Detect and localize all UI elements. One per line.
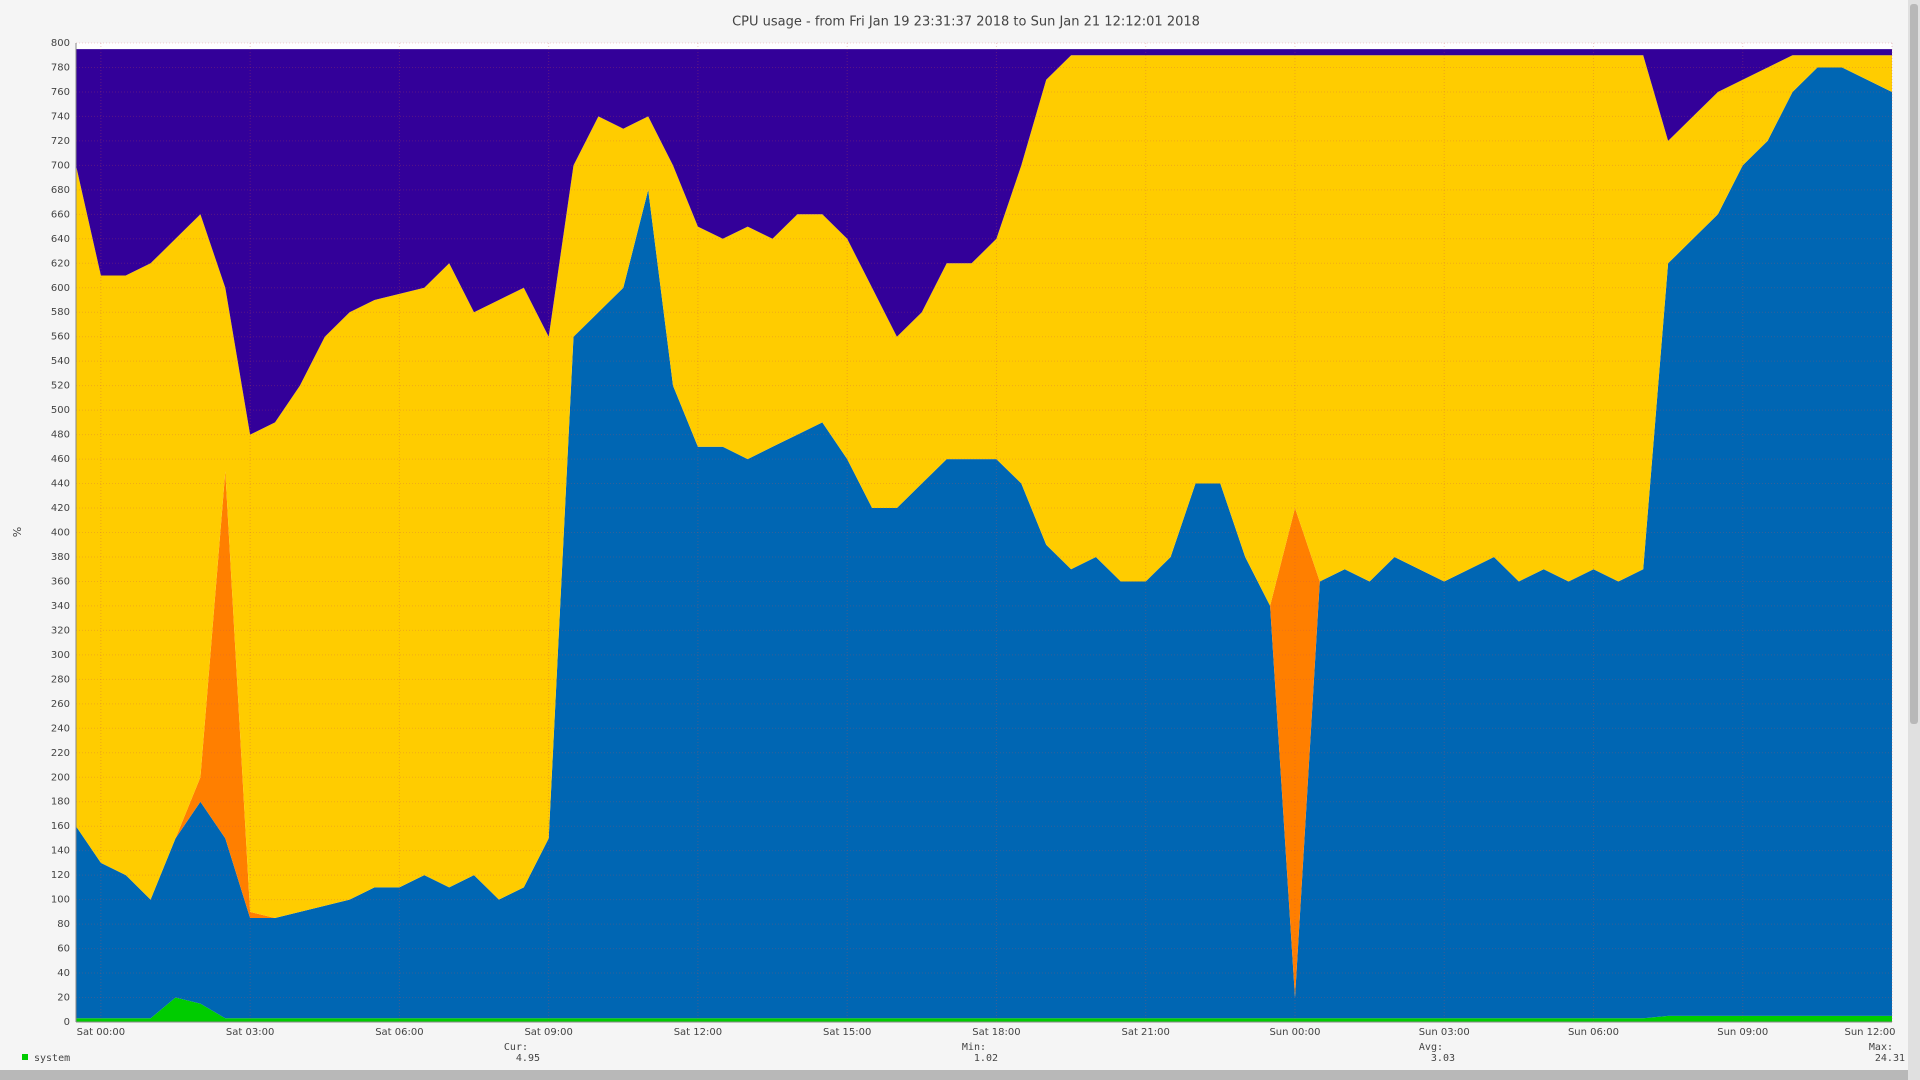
y-axis-label: % (11, 527, 24, 537)
y-tick-label: 160 (51, 821, 70, 832)
x-tick-label: Sat 15:00 (823, 1027, 871, 1038)
x-tick-label: Sat 21:00 (1121, 1027, 1169, 1038)
stat-value: 1.02 (974, 1053, 998, 1064)
x-tick-label: Sat 09:00 (524, 1027, 572, 1038)
x-tick-label: Sat 06:00 (375, 1027, 423, 1038)
scrollbar-thumb[interactable] (1910, 4, 1918, 724)
x-tick-label: Sun 03:00 (1419, 1027, 1470, 1038)
y-tick-label: 200 (51, 772, 70, 783)
y-tick-label: 340 (51, 601, 70, 612)
y-tick-label: 0 (64, 1017, 70, 1028)
area (76, 67, 1892, 1019)
y-tick-label: 440 (51, 479, 70, 490)
y-tick-label: 680 (51, 185, 70, 196)
stat-value: 4.95 (516, 1053, 540, 1064)
y-tick-label: 760 (51, 87, 70, 98)
x-tick-label: Sat 18:00 (972, 1027, 1020, 1038)
y-tick-label: 700 (51, 160, 70, 171)
y-tick-label: 620 (51, 258, 70, 269)
y-tick-label: 740 (51, 111, 70, 122)
x-tick-label: Sat 00:00 (77, 1027, 125, 1038)
y-tick-label: 220 (51, 748, 70, 759)
x-tick-label: Sun 12:00 (1844, 1027, 1895, 1038)
y-tick-label: 460 (51, 454, 70, 465)
x-tick-label: Sun 06:00 (1568, 1027, 1619, 1038)
area (76, 49, 1892, 435)
y-tick-label: 560 (51, 332, 70, 343)
area (76, 997, 1892, 1022)
stat-label: Cur: (504, 1042, 528, 1053)
chart-title: CPU usage - from Fri Jan 19 23:31:37 201… (732, 15, 1200, 30)
y-tick-label: 40 (57, 968, 70, 979)
y-tick-label: 60 (57, 944, 70, 955)
y-tick-label: 240 (51, 723, 70, 734)
y-tick-label: 640 (51, 234, 70, 245)
y-tick-label: 80 (57, 919, 70, 930)
x-tick-label: Sat 03:00 (226, 1027, 274, 1038)
stat-value: 3.03 (1431, 1053, 1455, 1064)
y-tick-label: 600 (51, 283, 70, 294)
stat-label: Min: (962, 1042, 986, 1053)
y-tick-label: 100 (51, 895, 70, 906)
y-tick-label: 720 (51, 136, 70, 147)
y-tick-label: 480 (51, 430, 70, 441)
y-tick-label: 140 (51, 846, 70, 857)
y-tick-label: 120 (51, 870, 70, 881)
h-scrollbar[interactable] (0, 1070, 1908, 1080)
y-tick-label: 520 (51, 381, 70, 392)
y-tick-label: 660 (51, 209, 70, 220)
y-tick-label: 400 (51, 528, 70, 539)
legend-label: system (34, 1053, 70, 1064)
y-tick-label: 380 (51, 552, 70, 563)
stat-value: 24.31 (1875, 1053, 1905, 1064)
y-tick-label: 320 (51, 625, 70, 636)
x-tick-label: Sat 12:00 (674, 1027, 722, 1038)
x-tick-label: Sun 09:00 (1717, 1027, 1768, 1038)
y-tick-label: 580 (51, 307, 70, 318)
y-tick-label: 300 (51, 650, 70, 661)
y-tick-label: 780 (51, 62, 70, 73)
x-tick-label: Sun 00:00 (1269, 1027, 1320, 1038)
stat-label: Avg: (1419, 1042, 1443, 1053)
stat-label: Max: (1869, 1042, 1893, 1053)
y-tick-label: 540 (51, 356, 70, 367)
y-tick-label: 500 (51, 405, 70, 416)
y-tick-label: 280 (51, 674, 70, 685)
y-tick-label: 800 (51, 38, 70, 49)
area (76, 55, 1892, 918)
y-tick-label: 180 (51, 797, 70, 808)
y-tick-label: 360 (51, 576, 70, 587)
y-tick-label: 260 (51, 699, 70, 710)
legend-swatch (22, 1054, 28, 1060)
y-tick-label: 20 (57, 993, 70, 1004)
y-tick-label: 420 (51, 503, 70, 514)
